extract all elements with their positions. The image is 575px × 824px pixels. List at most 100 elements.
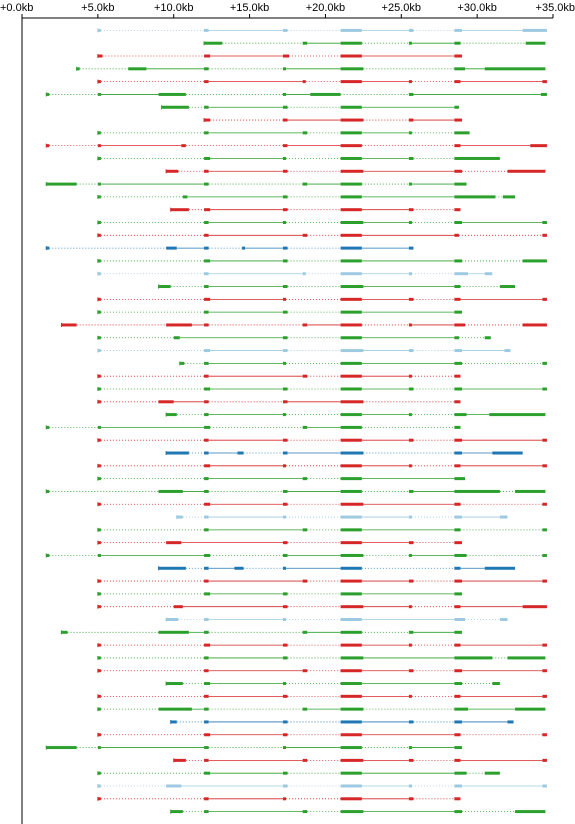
exon xyxy=(492,682,500,686)
exon xyxy=(97,54,103,58)
exon xyxy=(282,566,286,570)
exon xyxy=(340,720,362,724)
exon xyxy=(454,387,462,391)
exon xyxy=(340,80,362,84)
exon xyxy=(408,246,414,250)
exon xyxy=(204,259,211,263)
exon xyxy=(204,707,209,711)
exon xyxy=(97,592,101,596)
exon xyxy=(454,118,462,122)
exon xyxy=(204,451,209,455)
exon xyxy=(204,579,209,583)
exon xyxy=(408,297,414,301)
exon xyxy=(340,400,364,404)
exon xyxy=(408,387,414,391)
exon xyxy=(161,105,189,109)
exon xyxy=(484,336,491,340)
exon xyxy=(454,502,461,506)
exon xyxy=(340,477,362,481)
exon xyxy=(340,105,362,109)
exon xyxy=(340,682,362,686)
exon xyxy=(408,694,412,698)
exon xyxy=(492,451,523,455)
exon xyxy=(282,208,288,212)
exon xyxy=(282,618,286,621)
exon xyxy=(302,630,308,634)
exon xyxy=(340,156,362,160)
exon xyxy=(340,285,364,289)
exon xyxy=(97,438,101,442)
exon xyxy=(128,67,147,71)
exon xyxy=(454,515,462,519)
exon xyxy=(340,541,362,545)
exon xyxy=(340,451,364,455)
exon xyxy=(454,669,462,673)
exon xyxy=(173,758,186,762)
exon xyxy=(454,169,462,173)
exon xyxy=(454,784,462,788)
exon xyxy=(97,771,101,775)
exon xyxy=(97,233,101,237)
exon xyxy=(97,131,101,135)
exon xyxy=(97,80,101,84)
exon xyxy=(204,182,209,186)
exon xyxy=(173,605,183,609)
exon xyxy=(340,784,362,788)
exon xyxy=(204,400,209,404)
exon xyxy=(76,67,80,71)
exon xyxy=(340,694,362,698)
exon xyxy=(522,28,547,32)
exon xyxy=(542,438,547,442)
exon xyxy=(282,502,288,506)
exon xyxy=(454,797,461,801)
exon xyxy=(97,733,101,737)
exon xyxy=(158,707,192,711)
exon xyxy=(97,746,101,750)
exon xyxy=(340,169,364,173)
exon xyxy=(97,182,101,186)
exon xyxy=(181,144,186,148)
exon xyxy=(282,553,288,557)
exon xyxy=(454,733,461,737)
exon xyxy=(340,28,362,32)
exon xyxy=(454,400,461,404)
exon xyxy=(97,297,101,301)
exon xyxy=(204,361,209,365)
exon xyxy=(340,361,362,365)
exon xyxy=(97,92,101,96)
exon xyxy=(282,515,286,519)
exon xyxy=(340,374,362,378)
exon xyxy=(484,566,516,570)
exon xyxy=(97,349,101,353)
exon xyxy=(454,67,466,71)
exon xyxy=(166,618,179,621)
exon xyxy=(340,502,364,506)
exon xyxy=(454,451,462,455)
exon xyxy=(454,489,500,493)
exon xyxy=(454,707,469,711)
exon xyxy=(542,80,547,84)
exon xyxy=(454,105,459,109)
exon xyxy=(97,144,101,148)
exon xyxy=(158,630,189,634)
exon xyxy=(340,797,362,801)
exon xyxy=(97,797,101,801)
exon xyxy=(542,579,547,583)
exon xyxy=(340,656,364,660)
exon xyxy=(340,605,364,609)
exon xyxy=(340,233,362,237)
exon xyxy=(46,489,50,493)
exon xyxy=(282,67,286,71)
exon xyxy=(282,656,288,660)
exon xyxy=(454,682,462,686)
exon xyxy=(340,323,362,327)
exon xyxy=(97,221,101,224)
exon xyxy=(302,80,306,84)
exon xyxy=(302,528,308,532)
exon xyxy=(499,618,508,621)
exon xyxy=(515,489,546,493)
exon xyxy=(530,144,547,148)
exon xyxy=(408,579,414,583)
